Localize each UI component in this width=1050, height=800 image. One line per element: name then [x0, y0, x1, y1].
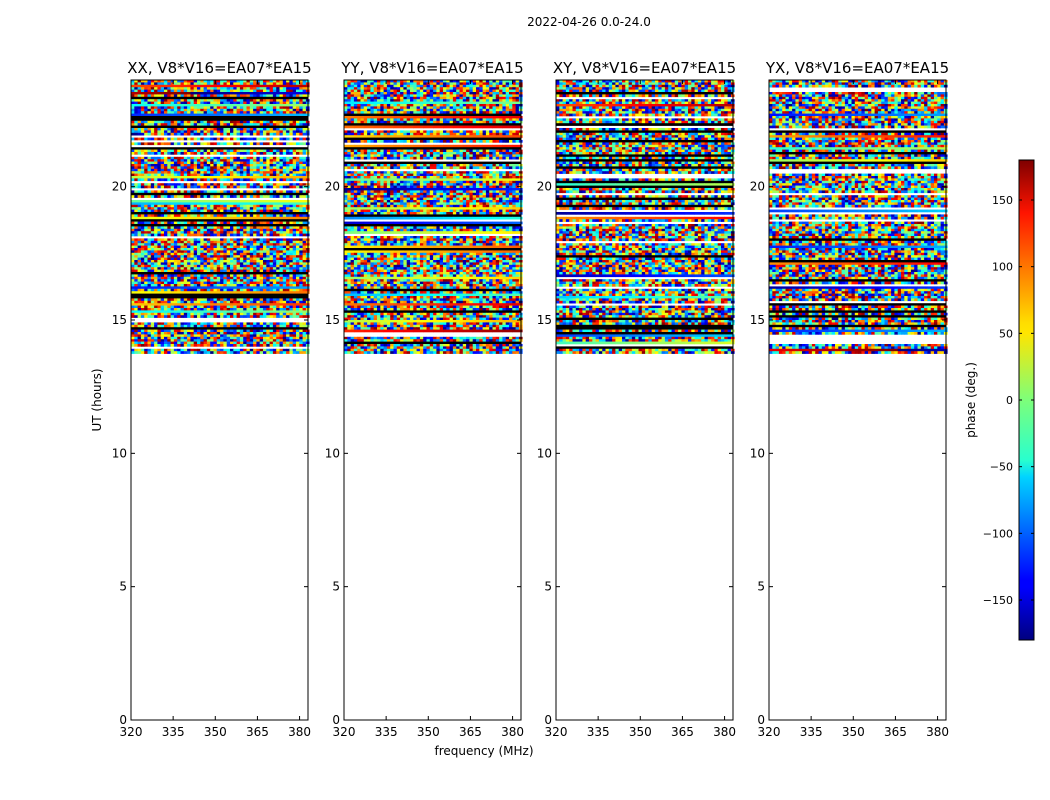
- y-tick-label: 0: [757, 713, 765, 727]
- y-tick-label: 5: [757, 580, 765, 594]
- y-tick-label: 15: [750, 313, 765, 327]
- x-tick-label: 335: [587, 725, 610, 739]
- x-tick-label: 335: [800, 725, 823, 739]
- axes-frame: [768, 79, 947, 721]
- x-tick-label: 380: [713, 725, 736, 739]
- y-tick-label: 20: [325, 180, 340, 194]
- axes-frame: [130, 79, 309, 721]
- panel-4: YX, V8*V16=EA07*EA15 320 335 350 365 380 0 5 10 1…: [750, 59, 949, 739]
- x-tick-label: 365: [884, 725, 907, 739]
- colorbar: −150 −100 −50 0 50 100 150 phase (deg.): [964, 159, 1035, 641]
- phase-heatmap: [344, 80, 523, 354]
- y-tick-label: 0: [119, 713, 127, 727]
- colorbar-tick-label: −50: [990, 461, 1013, 474]
- x-tick-label: 335: [375, 725, 398, 739]
- panel-title: YX, V8*V16=EA07*EA15: [765, 59, 949, 77]
- y-tick-label: 15: [325, 313, 340, 327]
- y-tick-label: 15: [112, 313, 127, 327]
- panel-2: YY, V8*V16=EA07*EA15 320 335 350 365 380 0 5 10 1…: [325, 59, 524, 739]
- y-tick-label: 5: [119, 580, 127, 594]
- panel-title: YY, V8*V16=EA07*EA15: [340, 59, 523, 77]
- colorbar-label: phase (deg.): [964, 362, 978, 438]
- panel-1: XX, V8*V16=EA07*EA15 320 335 350 365 380 0 5 10 1…: [112, 59, 312, 739]
- y-tick-label: 5: [544, 580, 552, 594]
- y-tick-label: 10: [112, 446, 127, 460]
- x-tick-label: 365: [246, 725, 269, 739]
- colorbar-tick-label: 0: [1006, 394, 1013, 407]
- x-tick-label: 335: [162, 725, 185, 739]
- axes-frame: [343, 79, 522, 721]
- y-tick-label: 10: [750, 446, 765, 460]
- y-tick-label: 15: [537, 313, 552, 327]
- x-tick-label: 320: [333, 725, 356, 739]
- phase-heatmap: [131, 80, 310, 354]
- figure-suptitle: 2022-04-26 0.0-24.0: [527, 15, 651, 29]
- y-tick-label: 20: [112, 180, 127, 194]
- x-tick-label: 350: [629, 725, 652, 739]
- y-tick-label: 10: [537, 446, 552, 460]
- x-axis-label: frequency (MHz): [434, 744, 533, 758]
- x-tick-label: 320: [120, 725, 143, 739]
- x-tick-label: 380: [926, 725, 949, 739]
- y-tick-label: 10: [325, 446, 340, 460]
- panel-3: XY, V8*V16=EA07*EA15 320 335 350 365 380 0 5 10 1…: [537, 59, 736, 739]
- y-tick-label: 5: [332, 580, 340, 594]
- x-tick-label: 320: [545, 725, 568, 739]
- colorbar-ticks: −150 −100 −50 0 50 100 150: [983, 194, 1034, 607]
- colorbar-tick-label: −150: [983, 594, 1013, 607]
- x-tick-label: 350: [204, 725, 227, 739]
- colorbar-tick-label: 150: [992, 194, 1013, 207]
- panel-title: XY, V8*V16=EA07*EA15: [553, 59, 736, 77]
- y-tick-label: 20: [750, 180, 765, 194]
- y-axis-label: UT (hours): [90, 368, 104, 431]
- colorbar-tick-label: 50: [999, 327, 1013, 340]
- y-tick-label: 0: [544, 713, 552, 727]
- x-tick-label: 365: [459, 725, 482, 739]
- panel-title: XX, V8*V16=EA07*EA15: [127, 59, 311, 77]
- y-tick-label: 0: [332, 713, 340, 727]
- axes-frame: [555, 79, 734, 721]
- x-tick-label: 365: [671, 725, 694, 739]
- x-tick-label: 380: [288, 725, 311, 739]
- y-tick-label: 20: [537, 180, 552, 194]
- panels-group: XX, V8*V16=EA07*EA15 320 335 350 365 380 0 5 10 1…: [112, 59, 949, 739]
- x-tick-label: 320: [758, 725, 781, 739]
- x-tick-label: 350: [417, 725, 440, 739]
- phase-heatmap: [556, 80, 735, 354]
- colorbar-tick-label: −100: [983, 527, 1013, 540]
- phase-heatmap: [769, 80, 948, 354]
- x-tick-label: 350: [842, 725, 865, 739]
- colorbar-tick-label: 100: [992, 261, 1013, 274]
- x-tick-label: 380: [501, 725, 524, 739]
